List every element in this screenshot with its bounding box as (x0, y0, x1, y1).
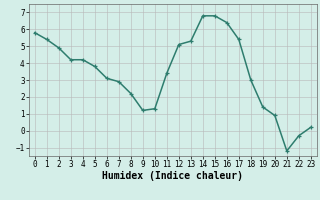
X-axis label: Humidex (Indice chaleur): Humidex (Indice chaleur) (102, 171, 243, 181)
